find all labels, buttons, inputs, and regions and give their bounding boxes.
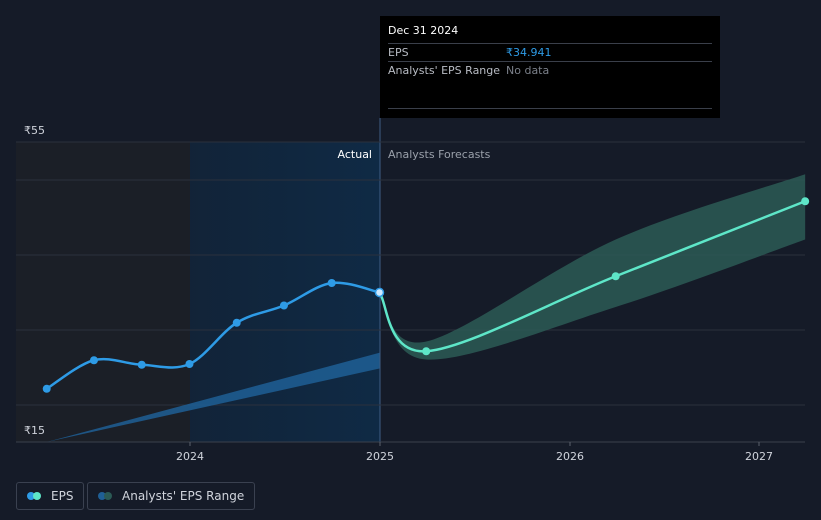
eps-actual-line	[46, 281, 380, 390]
tooltip-eps-value: ₹34.941	[506, 46, 552, 59]
actual-region-shade	[190, 142, 380, 442]
eps-actual-point	[42, 384, 51, 393]
legend-eps-range[interactable]: Analysts' EPS Range	[87, 482, 256, 510]
x-tick-label: 2024	[176, 450, 204, 463]
legend-eps-label: EPS	[51, 489, 74, 503]
eps-actual-point	[185, 360, 194, 368]
eps-actual-point	[279, 301, 288, 310]
forecast-section-label: Analysts Forecasts	[388, 148, 491, 161]
eps-range-swatch-icon	[98, 492, 114, 500]
tooltip-row-range: Analysts' EPS Range No data	[388, 61, 712, 79]
eps-forecast-point	[801, 197, 810, 206]
tooltip-range-value: No data	[506, 64, 550, 77]
eps-forecast-point	[422, 347, 431, 356]
chart-shading	[16, 118, 381, 442]
tooltip-eps-label: EPS	[388, 46, 409, 59]
eps-forecast-point	[611, 272, 620, 281]
past-eps-range-band	[46, 352, 380, 442]
legend-eps-range-label: Analysts' EPS Range	[122, 489, 245, 503]
eps-forecast-line	[378, 200, 806, 353]
eps-actual-point	[327, 279, 336, 287]
range-bands	[46, 174, 806, 442]
axis-labels: ₹55 ₹15 2024 2025 2026 2027 Actual Analysts For…	[24, 124, 773, 463]
series-points	[42, 197, 810, 393]
tooltip-row-eps: EPS ₹34.941	[388, 43, 712, 61]
eps-actual-point	[232, 318, 241, 327]
tooltip-date: Dec 31 2024	[388, 24, 459, 37]
legend-eps[interactable]: EPS	[16, 482, 85, 510]
eps-actual-point	[137, 360, 146, 369]
series-lines	[46, 200, 806, 390]
actual-section-label: Actual	[338, 148, 372, 161]
forecast-eps-range-band	[379, 174, 806, 360]
x-tick-label: 2026	[556, 450, 584, 463]
y-tick-label: ₹15	[24, 424, 45, 437]
tooltip-divider	[388, 108, 712, 109]
y-tick-label: ₹55	[24, 124, 45, 137]
past-region-shade	[16, 142, 190, 442]
x-tick-label: 2025	[366, 450, 394, 463]
hover-tooltip: Dec 31 2024 EPS ₹34.941 Analysts' EPS Ra…	[380, 16, 720, 118]
x-tick-label: 2027	[745, 450, 773, 463]
eps-swatch-icon	[27, 492, 43, 500]
tooltip-range-label: Analysts' EPS Range	[388, 64, 501, 77]
eps-actual-point	[374, 287, 385, 298]
eps-actual-point	[89, 356, 98, 365]
